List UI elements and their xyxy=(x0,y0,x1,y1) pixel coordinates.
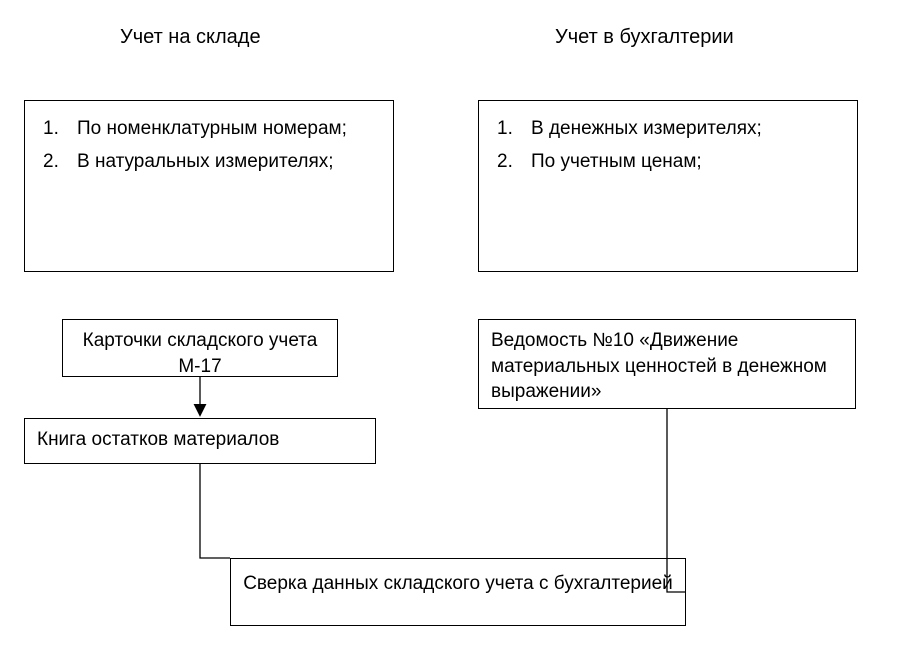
node-m17: Карточки складского учета М-17 xyxy=(62,319,338,377)
right-ordered-list: 1. В денежных измерителях; 2. По учетным… xyxy=(497,115,839,176)
right-list-box: 1. В денежных измерителях; 2. По учетным… xyxy=(478,100,858,272)
node-m17-text: Карточки складского учета М-17 xyxy=(83,330,318,377)
left-list-box: 1. По номенклатурным номерам; 2. В натур… xyxy=(24,100,394,272)
list-item: 2. В натуральных измерителях; xyxy=(43,148,375,177)
node-vedomost-text: Ведомость №10 «Движение материальных цен… xyxy=(491,330,827,402)
title-right-text: Учет в бухгалтерии xyxy=(555,26,734,48)
node-sverka-text: Сверка данных складского учета с бухгалт… xyxy=(243,573,673,594)
list-item-text: По номенклатурным номерам; xyxy=(77,115,347,144)
title-left-text: Учет на складе xyxy=(120,26,261,48)
list-item-number: 1. xyxy=(43,115,77,144)
list-item-text: В денежных измерителях; xyxy=(531,115,762,144)
list-item-number: 2. xyxy=(497,148,531,177)
node-vedomost: Ведомость №10 «Движение материальных цен… xyxy=(478,319,856,409)
list-item: 1. По номенклатурным номерам; xyxy=(43,115,375,144)
list-item-text: В натуральных измерителях; xyxy=(77,148,334,177)
left-ordered-list: 1. По номенклатурным номерам; 2. В натур… xyxy=(43,115,375,176)
title-left: Учет на складе xyxy=(120,26,261,49)
diagram-canvas: Учет на складе Учет в бухгалтерии 1. По … xyxy=(0,0,921,666)
node-kniga-text: Книга остатков материалов xyxy=(37,429,279,450)
edge-kniga-to-sverka xyxy=(200,464,230,558)
list-item-text: По учетным ценам; xyxy=(531,148,702,177)
list-item-number: 2. xyxy=(43,148,77,177)
node-sverka: Сверка данных складского учета с бухгалт… xyxy=(230,558,686,626)
node-kniga: Книга остатков материалов xyxy=(24,418,376,464)
list-item: 1. В денежных измерителях; xyxy=(497,115,839,144)
list-item: 2. По учетным ценам; xyxy=(497,148,839,177)
title-right: Учет в бухгалтерии xyxy=(555,26,734,49)
list-item-number: 1. xyxy=(497,115,531,144)
